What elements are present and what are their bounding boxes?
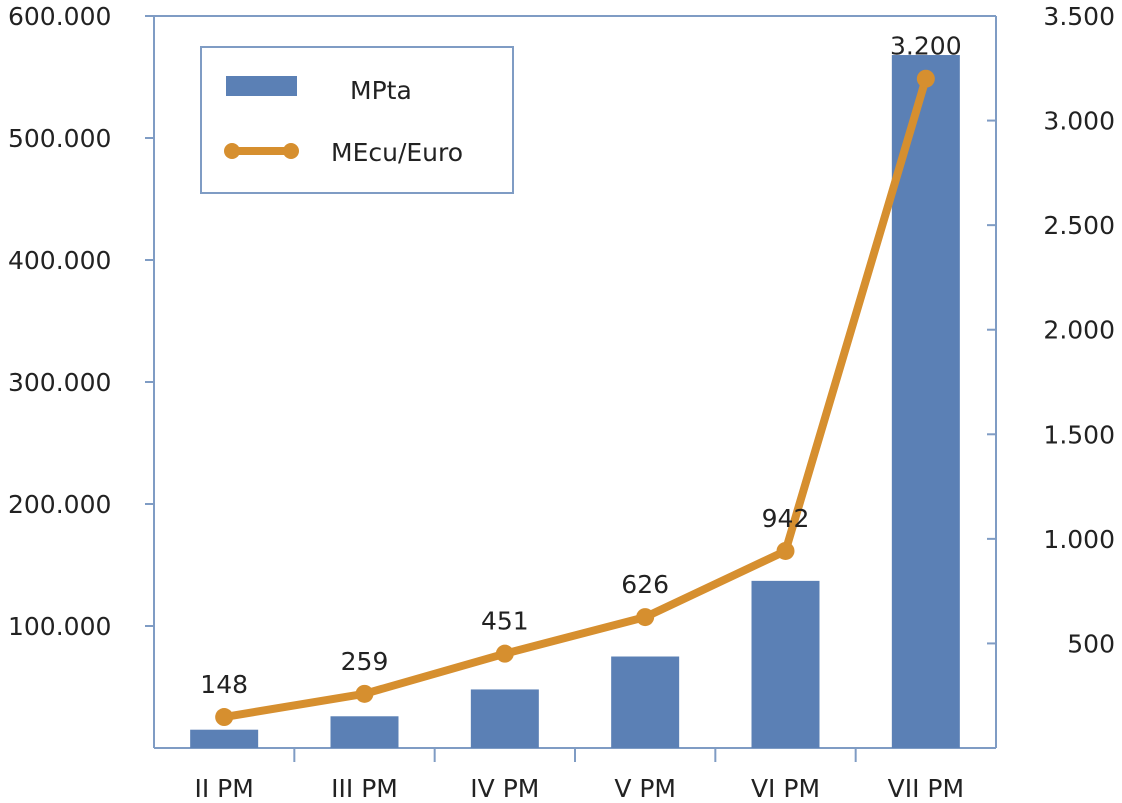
left-tick-label: 600.000	[8, 2, 111, 31]
left-tick-label: 200.000	[8, 490, 111, 519]
line-point	[355, 684, 374, 703]
data-labels: 148 259 451 626 942 3.200	[200, 32, 961, 699]
data-label: 3.200	[890, 32, 962, 61]
line-point	[776, 541, 795, 560]
left-tick-label: 300.000	[8, 368, 111, 397]
data-label: 942	[762, 504, 810, 533]
x-tick-label: IV PM	[470, 774, 539, 803]
legend-label-bar: MPta	[350, 76, 412, 105]
right-axis: 500 1.000 1.500 2.000 2.500 3.000 3.500	[987, 2, 1115, 658]
x-tick-label: III PM	[331, 774, 398, 803]
legend-swatch-marker-1	[224, 143, 240, 159]
data-label: 148	[200, 670, 248, 699]
line-series	[215, 69, 935, 727]
right-tick-label: 3.000	[1043, 107, 1115, 136]
data-label: 451	[481, 607, 529, 636]
bar	[470, 689, 539, 748]
data-label: 259	[341, 647, 389, 676]
legend-label-line: MEcu/Euro	[331, 138, 463, 167]
line-point	[916, 69, 935, 88]
bar	[611, 656, 680, 748]
x-tick-label: V PM	[614, 774, 676, 803]
x-tick-label: VII PM	[888, 774, 964, 803]
bar	[190, 729, 259, 748]
left-tick-label: 100.000	[8, 612, 111, 641]
left-tick-label: 500.000	[8, 124, 111, 153]
bar	[330, 716, 399, 748]
right-tick-label: 1.000	[1043, 525, 1115, 554]
right-tick-label: 2.500	[1043, 211, 1115, 240]
bar	[751, 580, 820, 748]
legend-swatch-marker-2	[283, 143, 299, 159]
line-point	[215, 708, 234, 727]
left-tick-label: 400.000	[8, 246, 111, 275]
legend: MPta MEcu/Euro	[200, 46, 514, 194]
bar-series	[190, 55, 960, 749]
bar	[891, 55, 960, 749]
right-tick-label: 500	[1067, 629, 1115, 658]
legend-swatch-bar	[226, 76, 297, 96]
line-point	[495, 644, 514, 663]
legend-box	[200, 46, 514, 194]
right-tick-label: 3.500	[1043, 2, 1115, 31]
right-tick-label: 1.500	[1043, 420, 1115, 449]
x-tick-label: VI PM	[751, 774, 820, 803]
data-label: 626	[621, 570, 669, 599]
left-axis: 100.000 200.000 300.000 400.000 500.000 600.0…	[8, 2, 154, 641]
series-line	[220, 74, 930, 722]
x-axis: II PM III PM IV PM V PM VI PM VII PM	[194, 748, 964, 803]
x-tick-label: II PM	[194, 774, 253, 803]
line-point	[636, 608, 655, 627]
right-tick-label: 2.000	[1043, 316, 1115, 345]
